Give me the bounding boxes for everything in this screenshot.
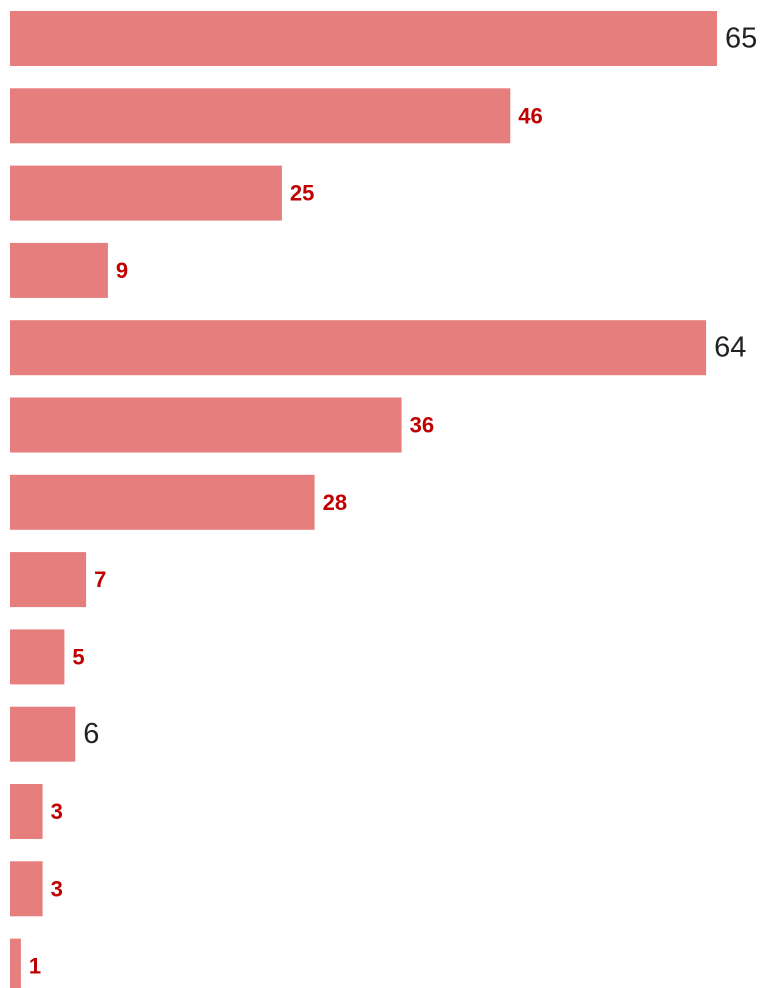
bar-value-label-4: 64 xyxy=(714,332,746,364)
bar-10 xyxy=(10,784,43,839)
bar-value-label-9: 6 xyxy=(83,718,99,750)
bar-9 xyxy=(10,706,76,762)
bar-value-label-0: 65 xyxy=(725,23,757,55)
bar-8 xyxy=(10,629,65,685)
bar-value-label-10: 3 xyxy=(51,799,63,824)
bar-value-label-12: 1 xyxy=(29,954,41,979)
bar-0 xyxy=(10,11,717,66)
bar-2 xyxy=(10,165,282,221)
bar-5 xyxy=(10,397,402,453)
bar-value-label-11: 3 xyxy=(51,876,63,901)
bar-value-label-1: 46 xyxy=(518,103,542,128)
bar-value-label-2: 25 xyxy=(290,181,314,206)
bar-3 xyxy=(10,242,108,298)
bar-value-label-6: 28 xyxy=(323,490,347,515)
bar-7 xyxy=(10,552,87,608)
bar-4 xyxy=(10,320,707,376)
bar-12 xyxy=(10,938,21,988)
bar-11 xyxy=(10,861,43,917)
bar-value-label-7: 7 xyxy=(94,567,106,592)
bar-1 xyxy=(10,88,511,144)
bar-value-label-5: 36 xyxy=(410,413,434,438)
bar-value-label-3: 9 xyxy=(116,258,128,283)
bar-value-label-8: 5 xyxy=(72,644,84,669)
bar-6 xyxy=(10,474,315,530)
